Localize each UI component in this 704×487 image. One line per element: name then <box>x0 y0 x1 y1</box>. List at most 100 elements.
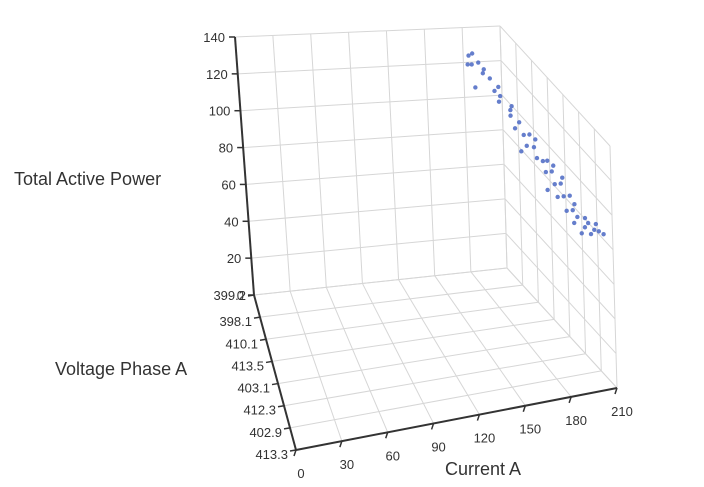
z-axis-title: Total Active Power <box>14 169 161 189</box>
y-tick-label: 413.3 <box>255 447 288 462</box>
grid-line-side-z <box>500 60 612 181</box>
grid-line-back-x <box>423 29 436 276</box>
z-tick-label: 80 <box>219 141 233 156</box>
grid-line-back-z <box>234 25 501 38</box>
grid-line-back-z <box>243 129 504 149</box>
x-tick-mark <box>522 405 526 412</box>
z-tick-label: 0 <box>237 288 244 303</box>
data-point <box>570 207 575 213</box>
data-points <box>465 51 606 237</box>
data-point <box>543 169 549 175</box>
grid-lines <box>234 25 618 451</box>
grid-line-back-x <box>461 27 472 272</box>
y-axis-line <box>253 294 297 451</box>
tick-labels: 0 30 60 90 120 150 180 210 399.2 398.1 410.1 413.5 4… <box>203 30 633 481</box>
data-point <box>469 62 474 67</box>
grid-line-side-y <box>562 94 571 337</box>
x-tick-label: 30 <box>340 457 354 472</box>
data-point <box>531 144 537 150</box>
grid-line-back-x <box>385 30 400 280</box>
y-tick-mark <box>289 449 297 452</box>
y-tick-label: 398.1 <box>219 314 252 329</box>
grid-line-side-z <box>503 163 615 285</box>
data-point <box>512 126 518 131</box>
data-point <box>552 181 557 187</box>
x-tick-label: 180 <box>565 413 587 428</box>
y-tick-label: 412.3 <box>243 403 276 418</box>
x-tick-label: 210 <box>611 404 633 419</box>
x-tick-mark <box>476 414 481 421</box>
x-tick-mark <box>293 449 297 457</box>
data-point <box>465 62 470 67</box>
data-point <box>521 132 526 138</box>
grid-line-side-y <box>546 77 555 320</box>
data-point <box>524 143 529 149</box>
grid-line-side-z <box>505 233 617 354</box>
data-point <box>481 67 486 72</box>
data-point <box>508 113 513 118</box>
y-tick-label: 410.1 <box>225 336 258 351</box>
x-axis-title: Current A <box>445 459 521 479</box>
grid-line-back-z <box>237 60 502 75</box>
data-point <box>572 202 577 207</box>
grid-line-side-z <box>504 198 616 320</box>
y-tick-label: 399.2 <box>213 288 246 303</box>
grid-line-floor-x <box>398 279 480 415</box>
z-tick-label: 40 <box>224 214 238 229</box>
grid-line-floor-y <box>271 318 555 362</box>
data-point <box>593 221 599 227</box>
data-point <box>579 231 584 236</box>
y-tick-mark <box>277 404 285 408</box>
grid-line-side-y <box>530 60 539 303</box>
data-point <box>592 227 597 232</box>
data-point <box>596 229 602 234</box>
x-axis-line <box>295 387 618 451</box>
z-tick-label: 140 <box>203 30 225 45</box>
grid-line-floor-y <box>277 336 570 385</box>
y-tick-mark <box>253 316 261 319</box>
grid-line-back-z <box>245 163 505 185</box>
data-point <box>496 99 502 104</box>
data-point <box>572 220 577 226</box>
z-axis-line <box>234 36 255 296</box>
data-point <box>508 107 513 113</box>
data-point <box>564 208 569 214</box>
grid-line-side-y <box>499 25 508 269</box>
grid-line-back-x <box>310 33 327 288</box>
data-point <box>551 163 556 168</box>
data-point <box>588 231 594 237</box>
grid-line-floor-y <box>253 267 508 296</box>
axis-lines <box>229 36 618 457</box>
y-tick-mark <box>259 338 267 342</box>
data-point <box>601 232 606 237</box>
x-tick-label: 120 <box>474 431 496 446</box>
z-tick-label: 120 <box>206 67 228 82</box>
grid-line-side-z <box>499 25 611 147</box>
data-point <box>533 137 538 142</box>
x-tick-mark <box>614 387 618 395</box>
grid-line-floor-y <box>283 353 586 407</box>
data-point <box>575 214 580 220</box>
data-point <box>534 155 540 161</box>
y-axis-title: Voltage Phase A <box>55 359 187 379</box>
data-point <box>487 76 493 81</box>
x-tick-label: 0 <box>297 466 304 481</box>
data-point <box>469 51 475 56</box>
grid-line-back-z <box>248 198 506 222</box>
data-point <box>555 194 560 200</box>
data-point <box>492 88 497 94</box>
data-point <box>585 220 591 226</box>
data-point <box>509 103 514 109</box>
data-point <box>567 193 572 198</box>
grid-line-floor-y <box>265 301 539 340</box>
data-point <box>473 85 478 90</box>
grid-line-floor-x <box>289 290 343 442</box>
x-tick-mark <box>430 423 435 430</box>
x-tick-label: 90 <box>431 439 445 454</box>
z-tick-label: 100 <box>209 104 231 119</box>
y-tick-label: 413.5 <box>231 358 264 373</box>
x-tick-mark <box>339 440 343 448</box>
grid-line-back-x <box>272 35 291 292</box>
data-point <box>545 187 550 193</box>
